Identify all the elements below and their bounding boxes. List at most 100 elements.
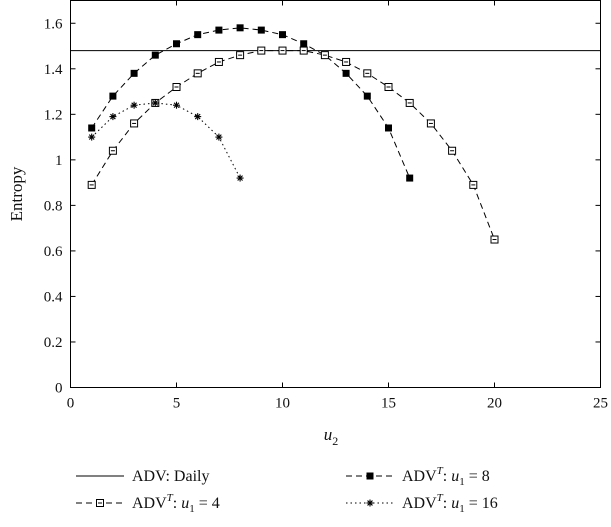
data-point-hollow-square xyxy=(214,57,223,66)
data-point-hollow-square xyxy=(172,83,181,92)
data-point-hollow-square xyxy=(363,69,372,78)
y-tick-label: 1 xyxy=(55,153,63,169)
legend-label-colon: : xyxy=(443,495,451,512)
y-axis-label: Entropy xyxy=(7,166,26,221)
legend-label: ADVT: u1 = 4 xyxy=(132,492,220,515)
data-point-filled-square xyxy=(257,26,265,34)
y-tick-label: 0.6 xyxy=(44,244,63,260)
data-point-filled-square xyxy=(385,124,392,132)
x-tick-label: 15 xyxy=(381,396,396,412)
x-tick-label: 0 xyxy=(67,396,75,412)
data-point-filled-square xyxy=(151,51,159,59)
asterisk-stroke xyxy=(131,102,137,109)
legend-label-tail: = 8 xyxy=(465,468,490,485)
asterisk-stroke xyxy=(216,134,222,140)
data-point-asterisk xyxy=(151,99,159,107)
data-point-filled-square xyxy=(300,40,308,48)
data-point-hollow-square xyxy=(96,499,104,507)
x-axis-label-sub: 2 xyxy=(332,434,338,448)
data-point-hollow-square xyxy=(320,51,329,60)
data-point-hollow-square xyxy=(278,46,287,55)
legend-label-colon: : xyxy=(443,468,451,485)
data-point-filled-square xyxy=(406,174,414,182)
data-point-filled-square xyxy=(109,92,117,100)
data-point-hollow-square xyxy=(342,57,351,66)
series-line xyxy=(91,50,495,240)
legend-item: ADVT: u1 = 16 xyxy=(346,492,498,515)
data-point-asterisk xyxy=(236,174,244,182)
data-point-hollow-square xyxy=(469,180,478,189)
asterisk-stroke xyxy=(88,134,95,140)
x-tick-label: 10 xyxy=(275,396,290,412)
data-point-hollow-square xyxy=(87,180,96,189)
data-point-hollow-square xyxy=(257,46,266,55)
legend-label-sub: 1 xyxy=(459,503,465,515)
data-point-asterisk xyxy=(215,133,223,141)
data-point-asterisk xyxy=(88,133,96,141)
legend-label: ADVT: u1 = 8 xyxy=(402,465,490,488)
x-tick-label: 20 xyxy=(487,396,502,412)
asterisk-stroke xyxy=(367,500,373,506)
legend-label: ADVT: u1 = 16 xyxy=(402,492,498,515)
y-tick-label: 0 xyxy=(55,381,63,397)
data-point-filled-square xyxy=(194,31,202,39)
data-point-filled-square xyxy=(363,92,371,100)
series-line xyxy=(91,27,411,179)
legend-item: ADV: Daily xyxy=(76,468,209,485)
data-point-filled-square xyxy=(279,31,286,39)
data-point-filled-square xyxy=(342,69,350,77)
legend-label-sub: 1 xyxy=(459,476,465,488)
legend-label-tail: = 4 xyxy=(195,495,220,512)
series-4 xyxy=(88,99,244,182)
data-point-hollow-square xyxy=(108,146,117,155)
data-point-hollow-square xyxy=(130,119,139,128)
x-tick-label: 5 xyxy=(173,396,181,412)
y-tick-label: 1.2 xyxy=(44,107,63,123)
legend-label: ADV: Daily xyxy=(132,468,209,485)
x-tick-label: 25 xyxy=(593,396,608,412)
data-point-filled-square xyxy=(236,24,244,32)
x-axis-label: u2 xyxy=(324,425,339,448)
data-point-hollow-square xyxy=(236,51,245,60)
asterisk-stroke xyxy=(194,113,201,120)
legend-label-base: ADV xyxy=(132,495,167,512)
data-point-asterisk xyxy=(173,101,180,109)
asterisk-stroke xyxy=(173,102,180,109)
data-point-filled-square xyxy=(173,40,180,48)
x-axis-label-main: u xyxy=(324,425,333,444)
data-point-filled-square xyxy=(88,124,96,132)
legend-item: ADVT: u1 = 4 xyxy=(76,492,220,515)
data-point-hollow-square xyxy=(448,146,457,155)
legend-label-var: u xyxy=(451,468,459,485)
plot-frame xyxy=(70,0,601,388)
y-axis-ticks: 0 0.2 0.4 0.6 0.8 1 1.2 1.4 1.6 xyxy=(44,16,601,397)
data-point-asterisk xyxy=(366,499,374,507)
legend-label-base: ADV xyxy=(402,468,437,485)
asterisk-stroke xyxy=(152,100,159,106)
x-axis-ticks: 0 5 10 15 20 25 xyxy=(67,0,608,412)
data-point-hollow-square xyxy=(299,46,308,55)
y-tick-label: 0.4 xyxy=(44,289,63,305)
y-tick-label: 1.6 xyxy=(44,16,63,32)
series-line xyxy=(91,102,241,179)
series-2 xyxy=(88,24,414,182)
legend-label-sub: 1 xyxy=(189,503,195,515)
data-point-asterisk xyxy=(194,113,202,121)
y-tick-label: 0.8 xyxy=(44,198,63,214)
asterisk-stroke xyxy=(110,113,116,120)
data-point-asterisk xyxy=(109,113,117,121)
legend-label-var: u xyxy=(181,495,189,512)
data-point-filled-square xyxy=(130,69,138,77)
legend-label-sup: T xyxy=(437,492,444,504)
data-point-filled-square xyxy=(215,26,223,34)
data-point-hollow-square xyxy=(193,69,202,78)
legend-label-base: ADV xyxy=(402,495,437,512)
data-point-hollow-square xyxy=(426,119,435,128)
data-point-hollow-square xyxy=(405,98,414,107)
y-tick-label: 0.2 xyxy=(44,335,63,351)
data-point-asterisk xyxy=(130,101,138,109)
asterisk-stroke xyxy=(237,175,243,181)
legend-label-colon: : xyxy=(173,495,181,512)
